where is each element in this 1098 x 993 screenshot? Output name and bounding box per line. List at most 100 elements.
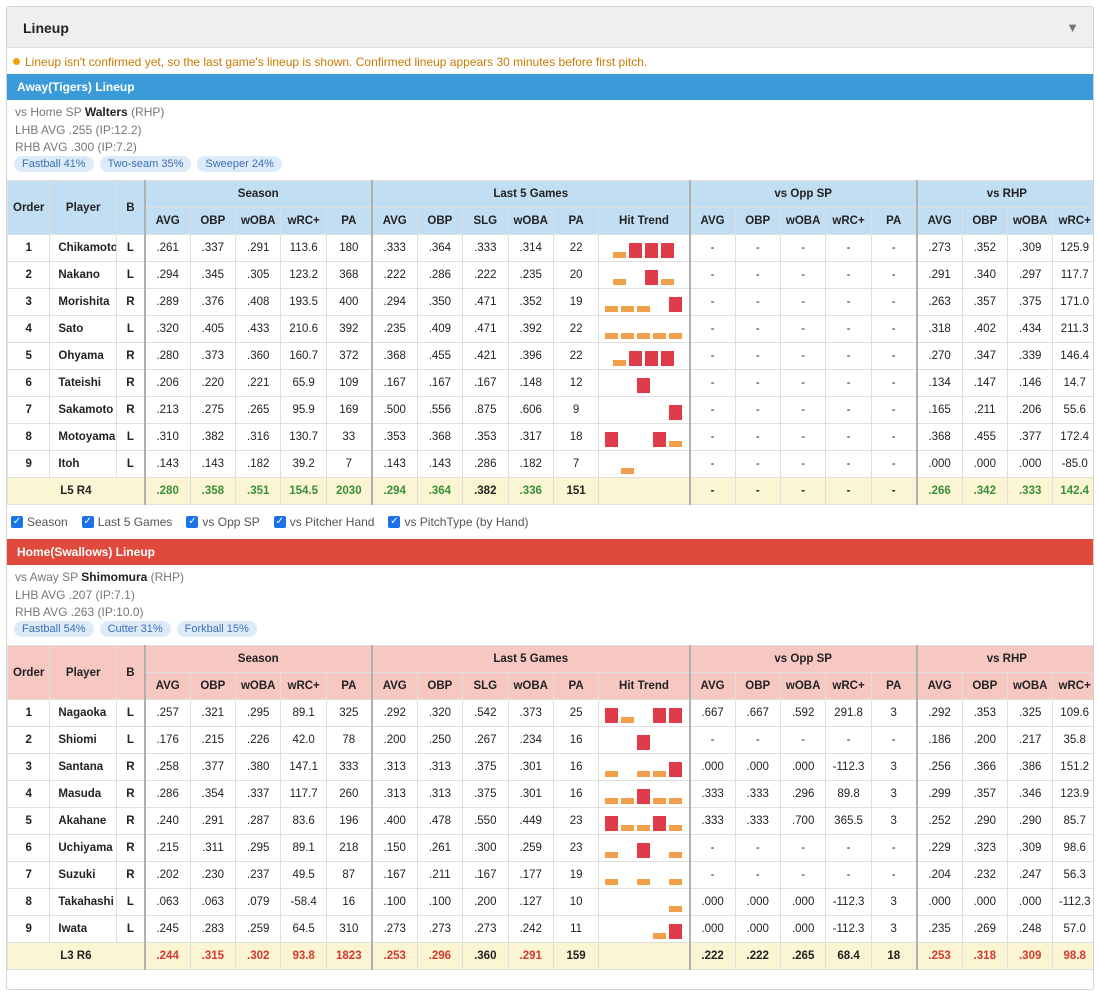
column-header[interactable]: wOBA xyxy=(779,672,827,700)
player-row[interactable]: 1 Chikamoto L .261.337.291 113.6 180.333.364.… xyxy=(7,234,1093,262)
player-name[interactable]: Masuda xyxy=(49,780,117,808)
player-row[interactable]: 6 Tateishi R .206.220.221 65.9 109.167.167.16… xyxy=(7,369,1093,397)
column-header[interactable]: OBP xyxy=(416,672,464,700)
column-header[interactable]: OBP xyxy=(416,207,464,235)
column-header[interactable]: OBP xyxy=(734,207,781,235)
column-header[interactable]: wOBA xyxy=(779,207,827,235)
column-header[interactable]: B xyxy=(115,180,146,235)
player-row[interactable]: 4 Sato L .320.405.433 210.6 392.235.409.471.3… xyxy=(7,315,1093,343)
player-name[interactable]: Chikamoto xyxy=(49,234,117,262)
checkbox-checked-icon[interactable]: ✓ xyxy=(81,516,94,528)
player-row[interactable]: 6 Uchiyama R .215.311.295 89.1 218.150.261.30… xyxy=(7,834,1093,862)
sp-name[interactable]: Shimomura xyxy=(81,570,148,584)
player-row[interactable]: 7 Sakamoto R .213.275.265 95.9 169.500.556.87… xyxy=(7,396,1093,424)
player-name[interactable]: Suzuki xyxy=(49,861,117,889)
group-header[interactable]: Last 5 Games xyxy=(370,180,691,208)
column-header[interactable]: PA xyxy=(552,207,600,235)
column-header[interactable]: PA xyxy=(552,672,600,700)
player-name[interactable]: Ohyama xyxy=(49,342,117,370)
group-header[interactable]: Season xyxy=(143,180,373,208)
sp-name[interactable]: Walters xyxy=(84,105,128,119)
column-header[interactable]: AVG xyxy=(143,207,191,235)
player-row[interactable]: 3 Santana R .258.377.380 147.1 333.313.313.37… xyxy=(7,753,1093,781)
column-header[interactable]: wRC+ xyxy=(1052,672,1093,700)
column-header[interactable]: Hit Trend xyxy=(598,207,691,235)
column-header[interactable]: PA xyxy=(870,207,918,235)
checkbox-checked-icon[interactable]: ✓ xyxy=(11,516,23,528)
player-row[interactable]: 8 Takahashi L .063.063.079 -58.4 16.100.100.2… xyxy=(7,888,1093,916)
player-row[interactable]: 3 Morishita R .289.376.408 193.5 400.294.350.… xyxy=(7,288,1093,316)
player-name[interactable]: Uchiyama xyxy=(49,834,117,862)
player-name[interactable]: Sato xyxy=(49,315,117,343)
pitch-pill[interactable]: Fastball 54% xyxy=(14,621,94,637)
column-header[interactable]: wRC+ xyxy=(1052,207,1093,235)
player-name[interactable]: Nakano xyxy=(49,261,117,289)
column-header[interactable]: wOBA xyxy=(235,207,282,235)
toggle-3[interactable]: ✓ vs Pitcher Hand xyxy=(273,515,374,529)
player-name[interactable]: Santana xyxy=(49,753,117,781)
toggle-0[interactable]: ✓ Season xyxy=(11,515,68,529)
column-header[interactable]: PA xyxy=(325,207,373,235)
panel-header[interactable]: Lineup ▼ xyxy=(7,7,1093,48)
column-header[interactable]: AVG xyxy=(688,207,736,235)
player-row[interactable]: 2 Nakano L .294.345.305 123.2 368.222.286.222… xyxy=(7,261,1093,289)
checkbox-checked-icon[interactable]: ✓ xyxy=(273,516,286,528)
column-header[interactable]: wOBA xyxy=(507,672,554,700)
player-name[interactable]: Tateishi xyxy=(49,369,117,397)
group-header[interactable]: vs Opp SP xyxy=(688,180,918,208)
group-header[interactable]: Season xyxy=(143,645,373,673)
column-header[interactable]: SLG xyxy=(462,207,509,235)
column-header[interactable]: wRC+ xyxy=(825,672,872,700)
toggle-1[interactable]: ✓ Last 5 Games xyxy=(81,515,172,529)
player-row[interactable]: 9 Iwata L .245.283.259 64.5 310.273.273.273.2… xyxy=(7,915,1093,943)
column-header[interactable]: wOBA xyxy=(235,672,282,700)
column-header[interactable]: Hit Trend xyxy=(598,672,691,700)
player-row[interactable]: 5 Ohyama R .280.373.360 160.7 372.368.455.421… xyxy=(7,342,1093,370)
collapse-caret-icon[interactable]: ▼ xyxy=(1066,20,1079,35)
player-row[interactable]: 5 Akahane R .240.291.287 83.6 196.400.478.550… xyxy=(7,807,1093,835)
player-name[interactable]: Morishita xyxy=(49,288,117,316)
column-header[interactable]: AVG xyxy=(688,672,736,700)
column-header[interactable]: wOBA xyxy=(1006,207,1054,235)
column-header[interactable]: B xyxy=(115,645,146,700)
checkbox-checked-icon[interactable]: ✓ xyxy=(186,516,199,528)
column-header[interactable]: OBP xyxy=(961,207,1008,235)
player-row[interactable]: 7 Suzuki R .202.230.237 49.5 87.167.211.167.1… xyxy=(7,861,1093,889)
toggle-2[interactable]: ✓ vs Opp SP xyxy=(186,515,260,529)
player-row[interactable]: 4 Masuda R .286.354.337 117.7 260.313.313.375… xyxy=(7,780,1093,808)
column-header[interactable]: AVG xyxy=(915,207,963,235)
column-header[interactable]: wRC+ xyxy=(280,672,327,700)
player-row[interactable]: 2 Shiomi L .176.215.226 42.0 78.200.250.267.2… xyxy=(7,726,1093,754)
column-header[interactable]: wOBA xyxy=(1006,672,1054,700)
column-header[interactable]: Order xyxy=(7,180,51,235)
player-name[interactable]: Motoyama xyxy=(49,423,117,451)
column-header[interactable]: OBP xyxy=(189,672,237,700)
column-header[interactable]: wRC+ xyxy=(280,207,327,235)
column-header[interactable]: Player xyxy=(49,180,117,235)
column-header[interactable]: OBP xyxy=(734,672,781,700)
player-name[interactable]: Akahane xyxy=(49,807,117,835)
player-name[interactable]: Itoh xyxy=(49,450,117,478)
checkbox-checked-icon[interactable]: ✓ xyxy=(388,516,401,528)
player-name[interactable]: Iwata xyxy=(49,915,117,943)
column-header[interactable]: SLG xyxy=(462,672,509,700)
group-header[interactable]: vs RHP xyxy=(915,645,1093,673)
column-header[interactable]: Order xyxy=(7,645,51,700)
column-header[interactable]: PA xyxy=(870,672,918,700)
player-row[interactable]: 9 Itoh L .143.143.182 39.2 7.143.143.286.182 7… xyxy=(7,450,1093,478)
player-name[interactable]: Takahashi xyxy=(49,888,117,916)
player-name[interactable]: Nagaoka xyxy=(49,699,117,727)
column-header[interactable]: wRC+ xyxy=(825,207,872,235)
toggle-4[interactable]: ✓ vs PitchType (by Hand) xyxy=(388,515,529,529)
column-header[interactable]: wOBA xyxy=(507,207,554,235)
pitch-pill[interactable]: Two-seam 35% xyxy=(99,156,192,172)
pitch-pill[interactable]: Cutter 31% xyxy=(99,621,171,637)
column-header[interactable]: OBP xyxy=(189,207,237,235)
group-header[interactable]: vs Opp SP xyxy=(688,645,918,673)
column-header[interactable]: OBP xyxy=(961,672,1008,700)
pitch-pill[interactable]: Sweeper 24% xyxy=(197,156,282,172)
player-name[interactable]: Shiomi xyxy=(49,726,117,754)
column-header[interactable]: PA xyxy=(325,672,373,700)
column-header[interactable]: Player xyxy=(49,645,117,700)
column-header[interactable]: AVG xyxy=(370,207,418,235)
